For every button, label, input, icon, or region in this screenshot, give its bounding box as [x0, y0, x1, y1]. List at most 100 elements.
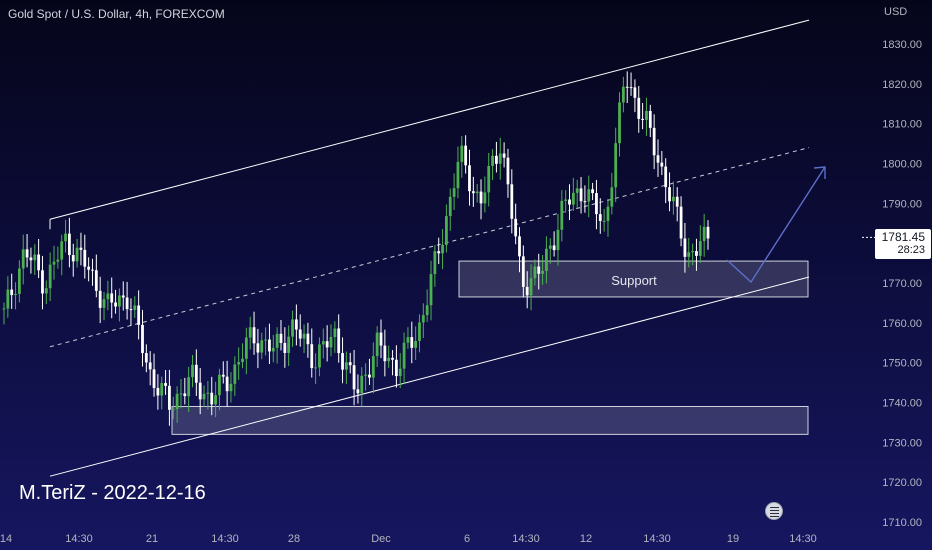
candle-body — [437, 251, 441, 254]
candle-body — [521, 256, 525, 287]
channel-upper-line — [49, 19, 810, 220]
candle-body — [541, 270, 544, 274]
candle-body — [198, 382, 202, 400]
time-tick-label: 14:30 — [65, 533, 93, 545]
last-price-badge: 1781.45 28:23 — [875, 229, 931, 259]
candle-body — [614, 143, 618, 188]
candle-body — [583, 201, 587, 203]
candle-body — [137, 305, 141, 325]
candle-body — [648, 110, 652, 128]
candle-body — [391, 357, 394, 360]
candle-body — [183, 393, 187, 397]
candle-body — [33, 254, 37, 261]
candle-body — [575, 188, 579, 193]
candle-body — [60, 241, 64, 260]
candle-body — [279, 333, 283, 344]
channel-mid-line — [49, 147, 810, 348]
candle-body — [229, 383, 233, 392]
candle-body — [510, 184, 514, 219]
candle-body — [529, 278, 533, 296]
candle-body — [314, 367, 318, 369]
candle-body — [410, 337, 414, 348]
candle-body — [218, 374, 221, 396]
candle-body — [495, 155, 498, 164]
candle-body — [621, 86, 625, 103]
candle-body — [256, 343, 260, 353]
author-tag: M.TeriZ - 2022-12-16 — [19, 482, 206, 504]
candle-body — [525, 286, 529, 296]
candle-body — [341, 353, 344, 370]
candle-body — [129, 309, 133, 311]
price-tick-label: 1770.00 — [882, 278, 922, 290]
candle-body — [206, 392, 210, 394]
candle-body — [602, 220, 606, 222]
candle-body — [460, 145, 464, 162]
candle-body — [106, 293, 110, 300]
candle-body — [114, 302, 117, 307]
candle-body — [564, 199, 568, 201]
candle-body — [487, 165, 491, 193]
candle-body — [79, 247, 83, 250]
candle-body — [468, 165, 471, 192]
candle-body — [194, 364, 198, 383]
candle-body — [333, 328, 337, 337]
candle-body — [452, 188, 456, 197]
candle-body — [291, 319, 294, 337]
us-flag-icon — [765, 502, 783, 520]
candle-body — [110, 293, 114, 303]
candle-body — [344, 362, 348, 370]
candle-body — [498, 153, 502, 164]
candle-body — [260, 340, 264, 353]
candle-body — [545, 248, 548, 271]
candle-body — [368, 374, 371, 378]
candle-body — [383, 345, 387, 362]
candle-body — [687, 252, 691, 257]
candle-body — [44, 288, 48, 294]
price-tick-label: 1720.00 — [882, 477, 922, 489]
time-tick-label: 19 — [727, 533, 739, 545]
candle-body — [464, 145, 468, 166]
candle-body — [248, 327, 252, 338]
candle-body — [225, 376, 229, 392]
candle-body — [618, 102, 621, 144]
support-zone-label: Support — [611, 273, 657, 288]
candle-body — [25, 249, 29, 258]
price-tick-label: 1760.00 — [882, 318, 922, 330]
price-tick-label: 1750.00 — [882, 358, 922, 370]
candle-body — [591, 189, 594, 194]
price-tick-label: 1710.00 — [882, 517, 922, 529]
candle-body — [179, 393, 183, 395]
candle-body — [98, 290, 102, 308]
candle-body — [221, 374, 225, 377]
candle-body — [164, 383, 167, 386]
candle-body — [394, 359, 398, 377]
candle-body — [244, 337, 248, 359]
candle-body — [237, 362, 241, 365]
price-tick-label: 1730.00 — [882, 437, 922, 449]
channel-lower-line — [49, 276, 810, 477]
candle-body — [210, 392, 214, 405]
candle-body — [691, 251, 695, 253]
candle-body — [641, 118, 645, 120]
candle-body — [556, 229, 560, 251]
candle-body — [310, 344, 314, 369]
candle-body — [148, 362, 152, 370]
candle-body — [252, 327, 256, 344]
candle-body — [125, 297, 129, 310]
candle-body — [191, 364, 194, 378]
candle-body — [441, 244, 444, 254]
candle-body — [102, 299, 106, 308]
candle-body — [606, 206, 610, 221]
candle-body — [579, 188, 583, 202]
candle-body — [83, 249, 87, 267]
candle-body — [6, 289, 10, 309]
candle-body — [187, 377, 191, 397]
candle-body — [629, 87, 633, 89]
candle-body — [360, 375, 364, 394]
candle-body — [483, 192, 487, 204]
candle-body — [518, 236, 521, 257]
candle-body — [587, 189, 591, 202]
candle-body — [652, 127, 656, 156]
